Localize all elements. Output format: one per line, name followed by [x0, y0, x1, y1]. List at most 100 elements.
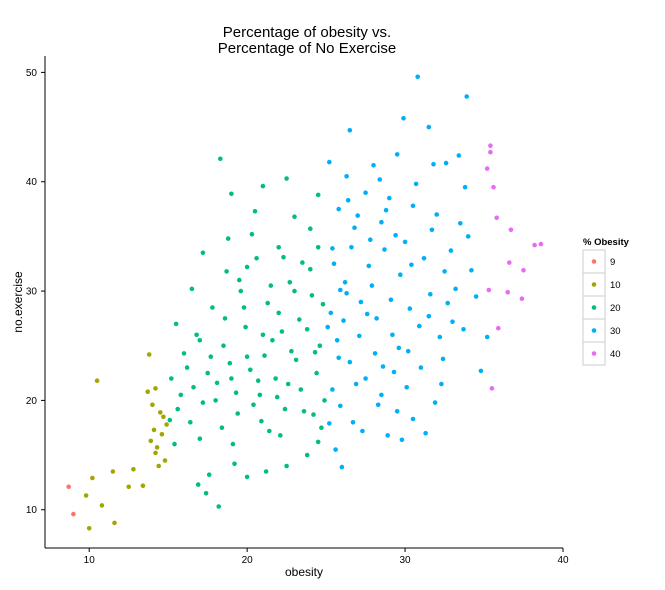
data-point-30: [399, 437, 405, 443]
data-point-30: [437, 334, 443, 340]
legend-title: % Obesity: [583, 237, 630, 248]
legend-key-dot: [591, 328, 597, 333]
data-point-20: [312, 350, 318, 355]
data-point-20: [265, 300, 271, 306]
data-point-20: [314, 370, 319, 376]
data-point-30: [464, 94, 470, 99]
data-point-10: [154, 445, 160, 450]
data-point-30: [432, 400, 438, 405]
data-point-30: [379, 219, 384, 225]
data-point-30: [380, 364, 386, 369]
data-point-30: [349, 245, 354, 250]
data-point-20: [278, 433, 283, 438]
data-point-20: [222, 316, 228, 321]
data-point-10: [126, 484, 131, 490]
data-point-30: [382, 247, 387, 252]
data-point-30: [374, 316, 379, 321]
data-point-30: [344, 291, 349, 296]
data-point-10: [153, 386, 158, 391]
data-point-20: [315, 192, 321, 198]
data-point-20: [241, 305, 247, 310]
data-point-30: [413, 181, 419, 187]
x-tick-label: 20: [242, 555, 254, 566]
data-point-30: [336, 206, 342, 212]
data-point-30: [417, 323, 422, 329]
data-point-10: [94, 378, 100, 384]
data-point-20: [172, 441, 177, 447]
data-point-10: [148, 438, 154, 444]
data-point-30: [394, 409, 400, 414]
data-point-20: [274, 394, 280, 400]
data-point-40: [521, 268, 526, 273]
data-point-10: [158, 410, 163, 415]
data-point-20: [311, 412, 316, 417]
data-point-30: [338, 287, 343, 293]
data-point-30: [328, 310, 334, 316]
data-point-10: [110, 469, 116, 474]
data-point-20: [252, 209, 258, 214]
data-point-20: [297, 317, 302, 322]
data-point-20: [214, 380, 220, 386]
data-point-30: [331, 261, 337, 267]
data-point-30: [440, 356, 446, 362]
data-point-20: [287, 280, 293, 285]
data-point-20: [298, 387, 304, 392]
data-point-20: [173, 321, 179, 327]
data-point-10: [161, 414, 166, 420]
data-point-20: [213, 398, 218, 403]
data-point-20: [273, 376, 278, 381]
data-point-9: [66, 484, 71, 490]
data-point-20: [293, 357, 299, 363]
data-point-20: [244, 474, 250, 480]
data-point-20: [169, 376, 174, 381]
data-point-20: [181, 351, 187, 356]
data-point-30: [388, 297, 394, 303]
data-point-20: [292, 214, 297, 219]
data-point-30: [385, 433, 391, 438]
data-point-20: [237, 277, 242, 283]
data-point-30: [371, 163, 376, 168]
data-point-30: [442, 269, 447, 274]
legend-key-dot: [591, 282, 597, 287]
data-point-30: [394, 152, 400, 157]
data-point-30: [364, 311, 370, 317]
data-point-30: [387, 195, 392, 201]
x-axis-ticks: 10 20 30 40: [84, 548, 569, 566]
data-points: [66, 74, 544, 531]
data-point-20: [205, 370, 210, 376]
data-point-20: [230, 441, 236, 447]
legend-key-dot: [591, 351, 597, 356]
data-point-30: [358, 299, 364, 305]
data-point-20: [249, 231, 255, 237]
data-point-20: [270, 338, 275, 343]
data-point-20: [195, 482, 201, 487]
legend-entries: 9 10 20 30 40: [582, 249, 621, 366]
data-point-20: [167, 417, 173, 423]
data-point-20: [315, 245, 321, 250]
data-point-30: [421, 255, 427, 261]
x-tick-label: 40: [557, 555, 569, 566]
data-point-20: [260, 332, 266, 338]
data-point-20: [219, 425, 225, 431]
data-point-20: [200, 400, 206, 405]
data-point-20: [210, 305, 215, 310]
y-axis-ticks: 10 20 30 40 50: [26, 68, 45, 516]
data-point-40: [491, 184, 496, 190]
y-tick-label: 20: [26, 396, 38, 407]
data-point-30: [426, 313, 432, 319]
data-point-30: [325, 324, 331, 330]
data-point-20: [251, 402, 256, 408]
data-point-30: [338, 403, 343, 409]
data-point-40: [507, 260, 512, 265]
data-point-10: [164, 422, 169, 427]
data-point-30: [396, 345, 402, 351]
data-point-40: [486, 287, 492, 293]
chart-title-line-1: Percentage of obesity vs.: [223, 24, 391, 41]
data-point-20: [255, 378, 261, 384]
data-point-10: [159, 432, 165, 437]
data-point-30: [418, 365, 424, 370]
y-tick-label: 30: [26, 287, 38, 298]
y-axis-label: no.exercise: [11, 271, 25, 333]
data-point-30: [327, 159, 332, 165]
data-point-30: [353, 381, 359, 387]
